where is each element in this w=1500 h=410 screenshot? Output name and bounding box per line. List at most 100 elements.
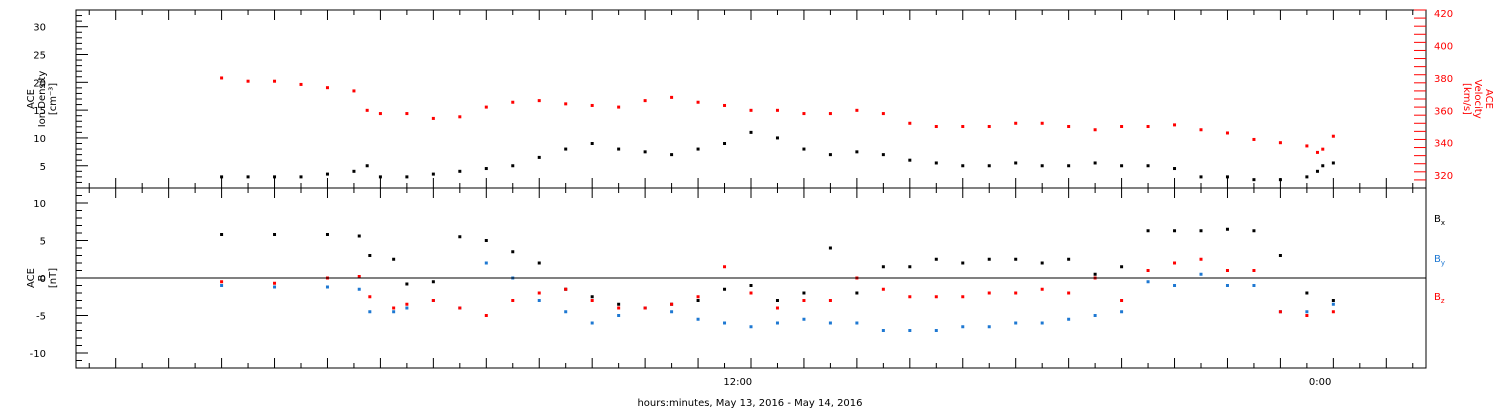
density-point bbox=[908, 158, 912, 162]
velocity-point bbox=[405, 112, 409, 116]
bz-point bbox=[1014, 291, 1018, 295]
velocity-point bbox=[1315, 150, 1319, 154]
by-point bbox=[961, 325, 965, 329]
bx-point bbox=[392, 257, 396, 261]
bx-point bbox=[855, 291, 859, 295]
density-point bbox=[1093, 161, 1097, 165]
bx-point bbox=[1173, 229, 1177, 233]
by-point bbox=[1199, 272, 1203, 276]
velocity-point bbox=[1331, 134, 1335, 138]
bx-point bbox=[881, 265, 885, 269]
density-point bbox=[1067, 164, 1071, 168]
velocity-point bbox=[881, 112, 885, 116]
density-point bbox=[1252, 178, 1256, 182]
velocity-point bbox=[537, 99, 541, 103]
bx-point bbox=[723, 287, 727, 291]
bx-point bbox=[537, 261, 541, 265]
plasma-panel: 5 10 15 20 25 30 320 340 360 380 400 420 ACEIon De… bbox=[26, 9, 1494, 189]
density-point bbox=[749, 130, 753, 134]
velocity-point bbox=[352, 89, 356, 93]
velocity-point bbox=[1225, 131, 1229, 135]
field-panel: -10 -5 0 5 10 ACEB[nT] Bx By Bz bbox=[26, 187, 1445, 369]
velocity-point bbox=[431, 116, 435, 120]
velocity-point bbox=[1040, 121, 1044, 125]
bz-point bbox=[802, 299, 806, 302]
bx-point bbox=[828, 246, 832, 250]
density-point bbox=[511, 164, 515, 168]
density-point bbox=[1321, 164, 1325, 168]
by-point bbox=[537, 299, 541, 302]
bz-point bbox=[749, 291, 753, 295]
by-point bbox=[1305, 310, 1309, 314]
bx-point bbox=[617, 302, 621, 306]
bz-point bbox=[881, 287, 885, 291]
velocity-point bbox=[1173, 123, 1177, 127]
bx-point bbox=[1331, 299, 1335, 302]
density-point bbox=[987, 164, 991, 168]
bx-point bbox=[1146, 229, 1150, 233]
velocity-axis-label: ACEVelocity[km/s] bbox=[1461, 79, 1494, 118]
density-point bbox=[934, 161, 938, 165]
by-point bbox=[357, 287, 361, 291]
velocity-point bbox=[1093, 128, 1097, 132]
velocity-point bbox=[855, 108, 859, 112]
bz-point bbox=[1278, 310, 1282, 314]
density-point bbox=[431, 172, 435, 176]
velocity-point bbox=[696, 100, 700, 104]
density-point bbox=[590, 142, 594, 145]
bz-point bbox=[368, 295, 372, 299]
by-point bbox=[405, 306, 409, 310]
density-point bbox=[365, 164, 369, 168]
by-point bbox=[325, 285, 329, 289]
bx-point bbox=[934, 257, 938, 261]
density-point bbox=[1305, 175, 1309, 179]
by-point bbox=[855, 321, 859, 325]
by-point bbox=[1040, 321, 1044, 325]
density-point bbox=[1146, 164, 1150, 168]
bz-point bbox=[564, 287, 568, 291]
velocity-point bbox=[749, 108, 753, 112]
density-point bbox=[1225, 175, 1229, 179]
by-point bbox=[484, 261, 488, 265]
density-tick-label: 5 bbox=[40, 162, 46, 173]
time-tick-label: 12:00 bbox=[723, 377, 752, 388]
density-point bbox=[564, 147, 568, 151]
by-point bbox=[908, 329, 912, 332]
density-point bbox=[617, 147, 621, 151]
density-point bbox=[1199, 175, 1203, 179]
velocity-point bbox=[1252, 137, 1256, 141]
bz-point bbox=[987, 291, 991, 295]
bz-point bbox=[1252, 269, 1256, 272]
bz-point bbox=[590, 299, 594, 302]
bz-point bbox=[1305, 314, 1309, 317]
time-axis: 12:00 0:00 bbox=[88, 10, 1414, 388]
density-point bbox=[855, 150, 859, 154]
by-point bbox=[564, 310, 568, 314]
field-axis-ticks: -10 -5 0 5 10 bbox=[30, 187, 88, 369]
bx-point bbox=[1014, 257, 1018, 261]
density-point bbox=[458, 169, 462, 173]
velocity-point bbox=[365, 108, 369, 112]
bz-point bbox=[511, 299, 515, 302]
density-point bbox=[881, 153, 885, 157]
by-point bbox=[723, 321, 727, 325]
density-point bbox=[696, 147, 700, 151]
by-point bbox=[670, 310, 674, 314]
bz-point bbox=[537, 291, 541, 295]
bx-point bbox=[220, 233, 224, 236]
density-point bbox=[325, 172, 329, 176]
velocity-point bbox=[378, 112, 382, 116]
bx-point bbox=[749, 284, 753, 287]
bx-point bbox=[273, 233, 277, 236]
velocity-point bbox=[220, 76, 224, 80]
velocity-point bbox=[723, 103, 727, 107]
density-tick-label: 15 bbox=[33, 106, 46, 117]
by-point bbox=[1093, 314, 1097, 317]
density-tick-label: 25 bbox=[33, 51, 46, 62]
density-point bbox=[378, 175, 382, 179]
bz-point bbox=[405, 302, 409, 306]
bx-point bbox=[325, 233, 329, 236]
velocity-tick-label: 320 bbox=[1434, 171, 1453, 182]
velocity-point bbox=[511, 100, 515, 104]
